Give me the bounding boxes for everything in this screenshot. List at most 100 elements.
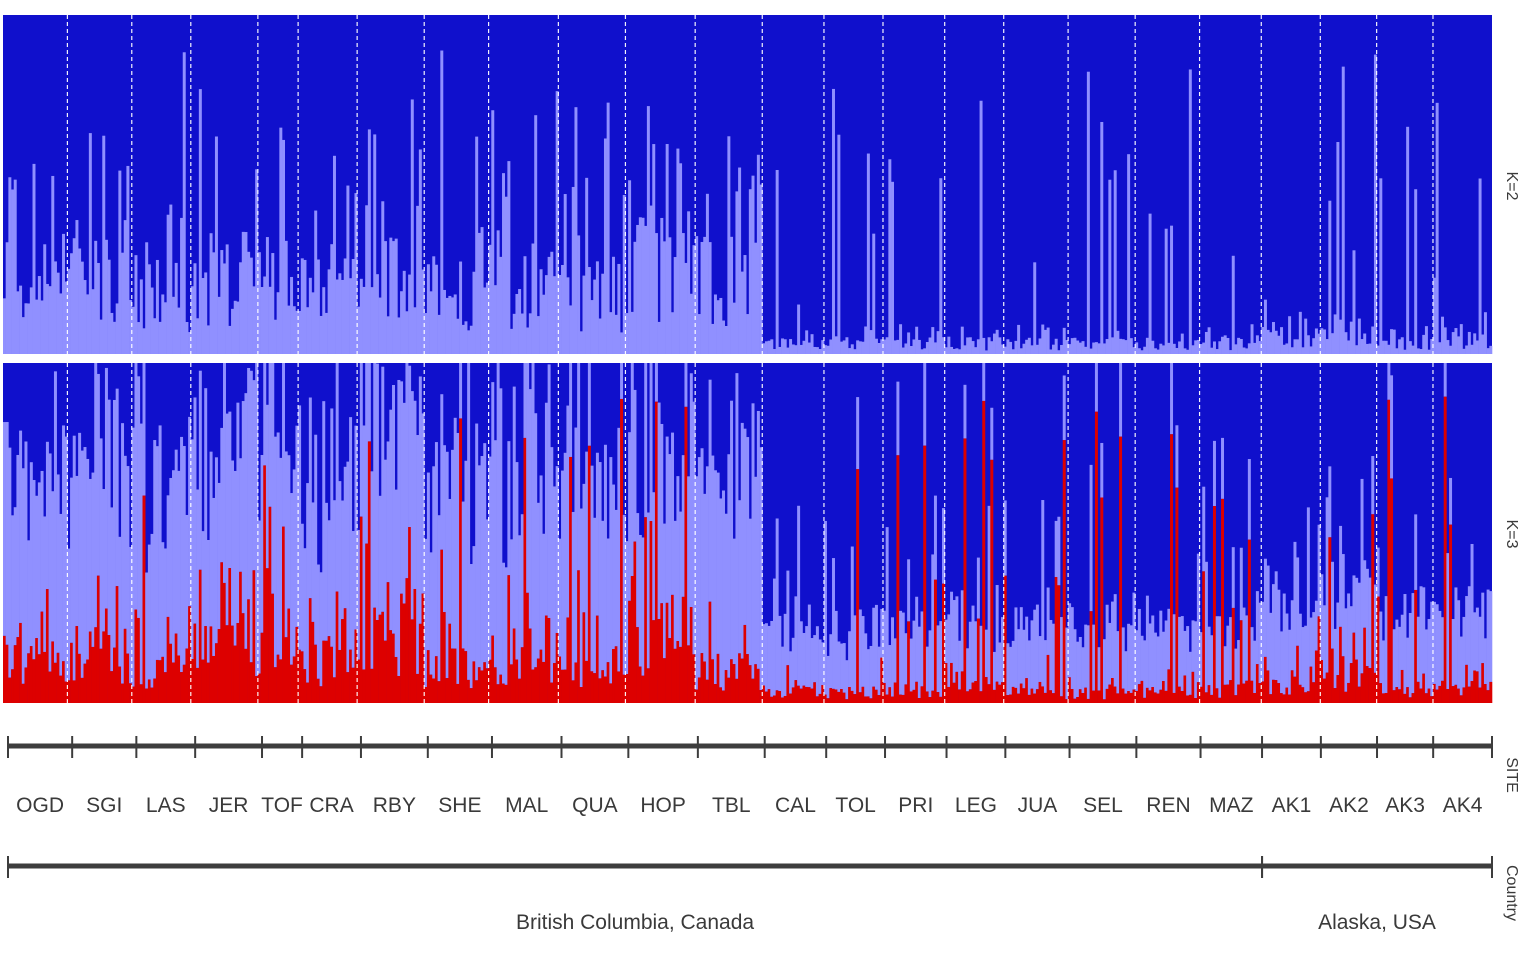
k2-bar — [1102, 343, 1106, 354]
k2-bar — [1092, 342, 1096, 354]
k3-bar-light — [11, 515, 15, 670]
k3-bar-light — [150, 533, 154, 688]
k3-bar-light — [740, 422, 744, 659]
k2-bar — [330, 244, 334, 354]
k3-bar-light — [1336, 602, 1340, 676]
k3-bar-light — [1441, 617, 1445, 681]
k2-bar — [512, 313, 516, 354]
k2-bar — [1003, 346, 1007, 354]
k3-bar-light — [1395, 619, 1399, 688]
k3-bar-light — [1274, 571, 1278, 681]
k3-bar-red — [1210, 694, 1214, 703]
k3-bar-red — [1108, 684, 1112, 703]
country-axis: British Columbia, Canada Alaska, USA — [7, 856, 1493, 934]
k2-bar — [27, 303, 31, 354]
k2-bar — [1006, 339, 1010, 354]
k2-bar — [1237, 337, 1241, 354]
k3-bar-light — [724, 513, 728, 671]
k3-bar-red — [936, 692, 940, 703]
k3-bar-light — [893, 638, 897, 683]
k2-bar — [660, 217, 664, 354]
k3-bar-light — [1478, 616, 1482, 688]
k3-bar-light — [1033, 609, 1037, 694]
k3-bar-light — [1196, 553, 1200, 683]
k2-bar — [920, 349, 924, 354]
k3-bar-red — [689, 607, 693, 703]
k2-bar — [1113, 170, 1117, 354]
k2-bar — [738, 167, 742, 354]
k2-bar — [1108, 179, 1112, 354]
k3-bar-light — [1349, 606, 1353, 664]
k2-bar — [488, 244, 492, 354]
k3-bar-red — [70, 642, 74, 703]
k2-bar — [147, 264, 151, 354]
k3-bar-red — [837, 691, 841, 703]
k2-bar — [1014, 340, 1018, 354]
site-label: JER — [209, 794, 249, 817]
k2-bar — [137, 322, 141, 354]
k3-bar-light — [915, 596, 919, 682]
k3-bar-red — [324, 640, 328, 703]
k3-bar-red — [410, 619, 414, 703]
k3-bar-red — [247, 599, 251, 703]
k3-bar-light — [912, 620, 916, 690]
k3-bar-light — [603, 444, 607, 677]
k3-bar-light — [703, 493, 707, 662]
k2-bar — [882, 339, 886, 354]
k2-bar — [1212, 341, 1216, 354]
k2-bar — [523, 256, 527, 354]
k2-bar — [695, 236, 699, 354]
k3-bar-red — [231, 625, 235, 703]
k2-bar — [1153, 348, 1157, 354]
k3-bar-red — [1395, 687, 1399, 703]
k3-bar-light — [139, 423, 143, 685]
k2-bar — [78, 248, 82, 354]
k3-bar-red — [488, 659, 492, 703]
k3-bar-light — [944, 619, 948, 664]
k2-bar — [1049, 349, 1053, 354]
k3-bar-light — [716, 472, 720, 654]
k2-bar — [1263, 299, 1267, 354]
k3-bar-red — [400, 593, 404, 703]
k2-bar — [810, 334, 814, 354]
k2-bar — [1078, 342, 1082, 354]
k3-bar-red — [732, 664, 736, 703]
k2-bar — [303, 259, 307, 354]
k3-bar-light — [794, 596, 798, 681]
k3-bar-red — [695, 689, 699, 703]
k2-bar — [362, 286, 366, 354]
k3-bar-light — [1373, 584, 1377, 673]
k3-bar-red — [1119, 436, 1123, 703]
k2-bar — [939, 178, 943, 354]
k2-bar — [332, 155, 336, 354]
k2-bar — [413, 307, 417, 354]
k3-bar-red — [888, 687, 892, 703]
k3-bar-red — [807, 687, 811, 703]
k3-bar-light — [982, 363, 986, 401]
k2-bar — [405, 311, 409, 354]
k2-bar — [544, 275, 548, 354]
country-label: British Columbia, Canada — [516, 911, 754, 934]
k3-bar-light — [925, 646, 929, 692]
k2-bar — [1304, 318, 1308, 354]
k3-bar-light — [1301, 627, 1305, 688]
k3-bar-light — [1025, 616, 1029, 679]
k2-bar — [923, 348, 927, 354]
k3-bar-red — [1373, 672, 1377, 703]
k2-bar — [896, 339, 900, 354]
k3-bar-red — [960, 671, 964, 703]
k2-bar — [671, 312, 675, 354]
k3-bar-red — [480, 670, 484, 703]
k3-bar-red — [359, 516, 363, 703]
k2-bar — [1159, 343, 1163, 354]
k2-bar — [995, 329, 999, 354]
k2-bar — [397, 317, 401, 354]
k3-bar-light — [561, 470, 565, 670]
k2-bar — [67, 268, 71, 354]
k3-bar-red — [1062, 440, 1066, 703]
k2-bar — [1454, 328, 1458, 354]
k2-bar — [950, 346, 954, 354]
k3-bar-red — [679, 646, 683, 703]
k2-bar — [912, 339, 916, 354]
k3-bar-light — [1011, 640, 1015, 687]
